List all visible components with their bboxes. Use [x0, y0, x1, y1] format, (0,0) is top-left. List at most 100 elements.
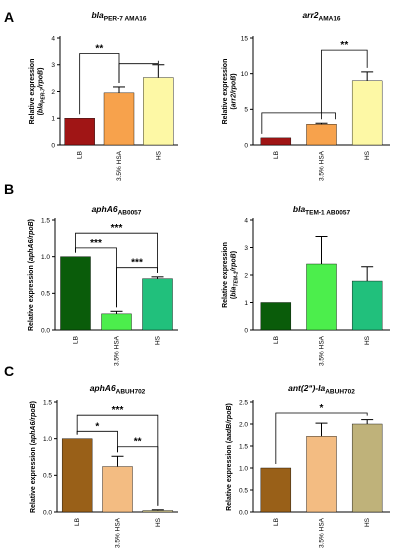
bar — [142, 278, 173, 331]
bar — [351, 280, 383, 331]
y-axis-label-part: ( — [38, 112, 45, 115]
chart-title-sub: AB0057 — [118, 210, 142, 217]
y-tick-label: 1.5 — [43, 399, 52, 406]
significance-bracket — [118, 60, 159, 83]
y-tick-label: 0.0 — [41, 327, 50, 334]
bar — [102, 466, 133, 513]
x-tick-label: 3.5% HSA — [114, 335, 121, 366]
bar — [306, 124, 337, 146]
x-tick-label: LB — [273, 336, 280, 344]
chart-title: aphA6ABUH702 — [90, 383, 146, 396]
y-axis-label: Relative expression (blaTEM-1/rpoB) — [222, 242, 240, 308]
bar — [101, 313, 132, 331]
chart-title-sub: TEM-1 AB0057 — [305, 210, 350, 217]
chart-title-sub: ABUH702 — [116, 389, 146, 396]
y-tick-label: 1 — [51, 116, 55, 123]
y-axis-label-part: PER-7 — [41, 88, 47, 103]
y-axis-label-part: ) — [28, 219, 35, 221]
x-tick-label: HS — [155, 335, 162, 345]
y-tick-label: 0 — [244, 142, 248, 149]
significance-label: *** — [131, 258, 143, 269]
x-tick-label: LB — [73, 336, 80, 344]
significance-label: * — [320, 403, 324, 414]
y-tick-label: 5 — [244, 107, 248, 114]
y-axis-label-part: / — [38, 85, 45, 89]
y-axis-label-part: rpoB — [28, 221, 35, 237]
bar — [306, 436, 337, 513]
x-tick-label: 3.5% HSA — [319, 150, 326, 181]
y-tick-label: 3 — [244, 245, 248, 252]
bar — [306, 263, 337, 331]
panel-letter: B — [4, 181, 14, 197]
y-axis-label-part: / — [30, 419, 37, 423]
y-tick-label: 10 — [241, 71, 249, 78]
y-axis-label: Relative expression (aphA6/rpoB) — [28, 219, 35, 331]
x-tick-label: 3.5% HSA — [115, 517, 122, 548]
significance-bracket — [321, 49, 368, 120]
significance-label: *** — [111, 223, 123, 234]
y-axis-label-part: / — [231, 269, 238, 273]
chart-title-main: arr2 — [302, 10, 318, 20]
y-axis-label-part: Relative expression ( — [28, 260, 35, 331]
y-axis-label-part: Relative expression — [29, 59, 36, 125]
significance-bracket — [76, 430, 118, 453]
y-tick-label: 0.0 — [239, 509, 248, 516]
chart-title-sub: PER-7 AMA16 — [104, 16, 147, 23]
x-tick-label: HS — [155, 150, 162, 160]
y-axis-label-part: rpoB — [231, 253, 238, 269]
y-axis-label-part: Relative expression — [222, 59, 229, 125]
y-tick-label: 0.5 — [41, 291, 50, 298]
y-axis-label-part: / — [226, 421, 233, 425]
significance-bracket — [261, 112, 336, 134]
y-axis-label-part: aphA6 — [30, 422, 37, 444]
y-axis-label-part: ) — [226, 403, 233, 405]
significance-label: *** — [112, 405, 124, 416]
y-tick-label: 2.5 — [239, 399, 248, 406]
y-axis-label-part: rpoB — [30, 403, 37, 419]
y-axis-label-part: rpoB — [38, 70, 45, 86]
significance-label: ** — [95, 44, 103, 55]
y-tick-label: 4 — [51, 35, 55, 42]
y-axis-label-part: ) — [38, 68, 45, 70]
x-tick-label: HS — [155, 517, 162, 527]
y-axis-label-part: arr2 — [231, 94, 238, 107]
chart-title-main: aphA6 — [92, 204, 118, 214]
y-tick-label: 1.0 — [41, 254, 50, 261]
chart-title-sub: ABUH702 — [325, 389, 355, 396]
y-tick-label: 0.0 — [43, 509, 52, 516]
y-axis-label-part: ) — [231, 251, 238, 253]
bar — [142, 510, 174, 513]
chart-title-sub: AMA16 — [319, 16, 341, 23]
bar — [351, 80, 383, 146]
y-axis-label: Relative expression (aadB/rpoB) — [226, 403, 233, 511]
y-tick-label: 1.0 — [43, 436, 52, 443]
chart-panel-3: blaTEM-1 AB0057 Relative expression (blaTE… — [222, 204, 390, 366]
chart-title-main: aphA6 — [90, 383, 116, 393]
y-axis-label-part: Relative expression — [222, 242, 229, 308]
chart-title: aphA6AB0057 — [92, 204, 142, 217]
y-tick-label: 1.5 — [41, 217, 50, 224]
y-axis-label-part: ( — [231, 296, 238, 299]
panel-letter: A — [4, 9, 14, 25]
bar — [103, 92, 135, 146]
significance-bracket — [116, 267, 158, 308]
y-axis-label-part: ) — [30, 401, 37, 403]
bar — [64, 118, 95, 146]
y-tick-label: 2 — [244, 272, 248, 279]
chart-title: blaTEM-1 AB0057 — [293, 204, 351, 217]
y-axis-label-part: / — [28, 237, 35, 241]
y-axis-label-part: TEM-1 — [234, 271, 240, 286]
y-tick-label: 0.5 — [239, 487, 248, 494]
y-axis-label-part: bla — [38, 103, 45, 113]
y-axis-label-part: ( — [231, 107, 238, 110]
y-axis-label-part: / — [231, 91, 238, 95]
x-tick-label: HS — [364, 335, 371, 345]
significance-label: ** — [134, 437, 142, 448]
chart-panel-5: ant(2ʺ)-IaABUH702 Relative expression (aa… — [226, 383, 390, 548]
x-tick-label: LB — [273, 518, 280, 526]
bar — [143, 77, 174, 146]
y-axis-label: Relative expression (blaPER-7/rpoB) — [29, 59, 47, 125]
significance-label: * — [95, 421, 99, 432]
